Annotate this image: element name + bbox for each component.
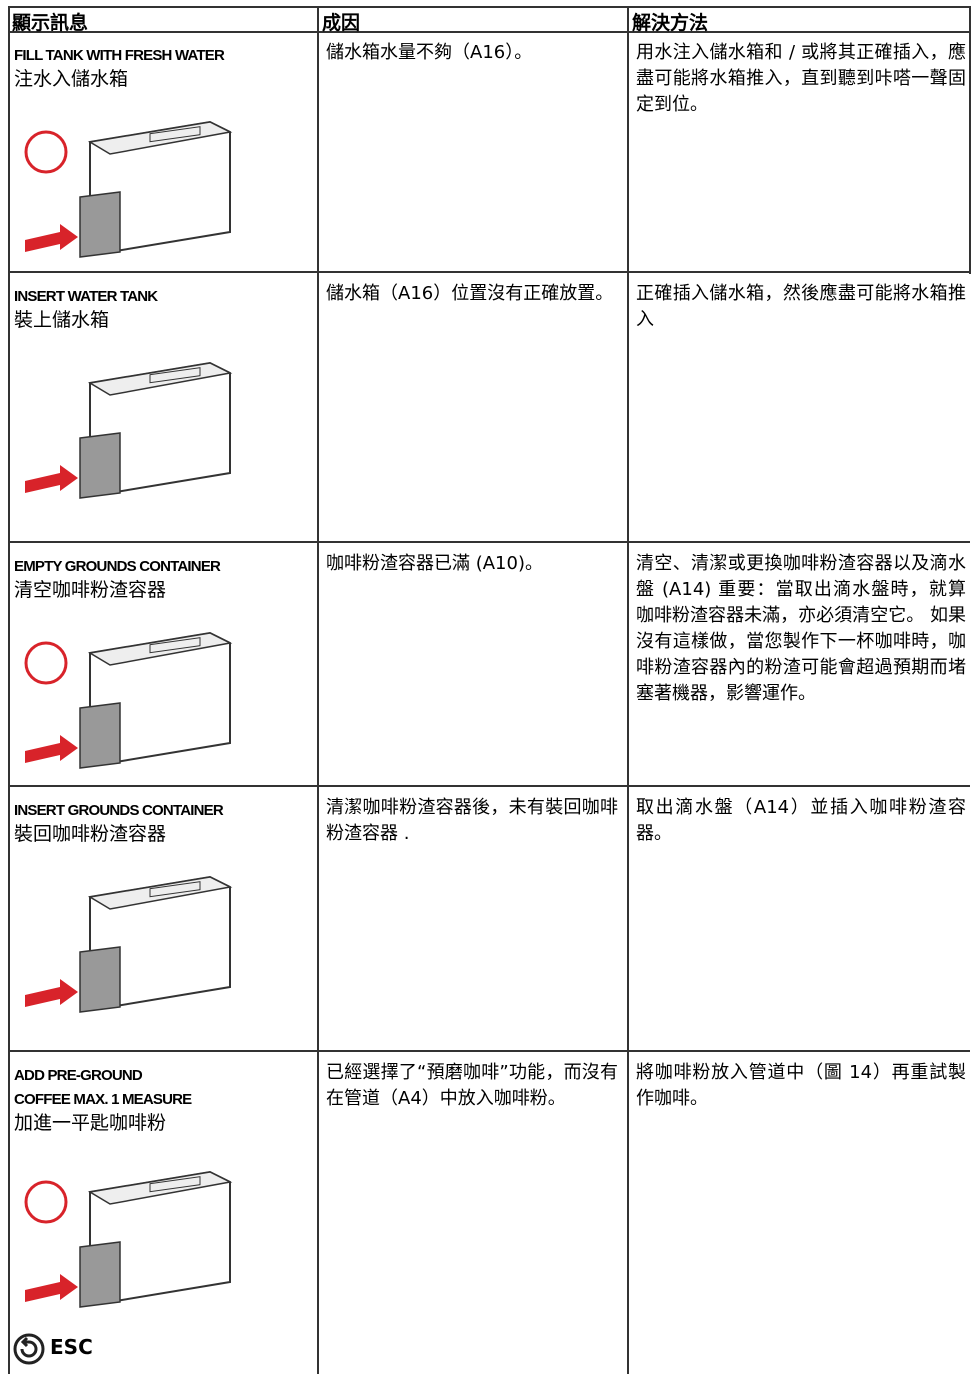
solution: 清空、清潔或更換咖啡粉渣容器以及滴水盤 (A14) 重要：當取出滴水盤時，就算咖…	[636, 553, 966, 704]
message-zh: 清空咖啡粉渣容器	[14, 579, 167, 601]
border	[8, 1050, 970, 1052]
message-en: EMPTY GROUNDS CONTAINER	[14, 558, 221, 575]
solution: 用水注入儲水箱和 / 或將其正確插入，應盡可能將水箱推入，直到聽到咔嗒一聲固定到…	[636, 42, 966, 115]
illustration	[24, 1170, 233, 1308]
message-en: INSERT WATER TANK	[14, 288, 158, 305]
border	[317, 6, 319, 1374]
illustration	[24, 120, 233, 258]
message-zh: 裝回咖啡粉渣容器	[14, 823, 167, 845]
border	[969, 6, 971, 274]
solution: 將咖啡粉放入管道中（圖 14）再重試製作咖啡。	[636, 1062, 966, 1109]
border	[8, 785, 970, 787]
cause: 咖啡粉渣容器已滿 (A10)。	[326, 553, 543, 574]
message-zh: 加進一平匙咖啡粉	[14, 1112, 167, 1134]
message-en: ADD PRE-GROUND	[14, 1067, 143, 1084]
message-zh: 裝上儲水箱	[14, 309, 110, 331]
esc-icon	[13, 1333, 45, 1365]
cause: 儲水箱水量不夠（A16）。	[326, 42, 533, 63]
border	[8, 6, 970, 8]
cause: 儲水箱（A16）位置沒有正確放置。	[326, 283, 614, 304]
message-en: FILL TANK WITH FRESH WATER	[14, 47, 225, 64]
illustration	[25, 875, 233, 1013]
border	[627, 6, 629, 1374]
border	[8, 271, 970, 273]
solution: 取出滴水盤（A14）並插入咖啡粉渣容器。	[636, 797, 966, 844]
cause: 清潔咖啡粉渣容器後，未有裝回咖啡粉渣容器 .	[326, 797, 618, 844]
border	[8, 31, 970, 33]
message-en: COFFEE MAX. 1 MEASURE	[14, 1091, 192, 1108]
esc-label: ESC	[50, 1335, 93, 1359]
cause: 已經選擇了“預磨咖啡”功能，而沒有在管道（A4）中放入咖啡粉。	[326, 1062, 618, 1109]
solution: 正確插入儲水箱，然後應盡可能將水箱推入	[636, 283, 966, 330]
message-en: INSERT GROUNDS CONTAINER	[14, 802, 224, 819]
border	[8, 6, 10, 1374]
header-cell: 顯示訊息	[12, 12, 89, 34]
message-zh: 注水入儲水箱	[14, 68, 129, 90]
header-cell: 成因	[322, 12, 361, 34]
illustration	[24, 631, 233, 769]
illustration	[25, 361, 233, 499]
header-cell: 解決方法	[632, 12, 709, 34]
border	[8, 541, 970, 543]
